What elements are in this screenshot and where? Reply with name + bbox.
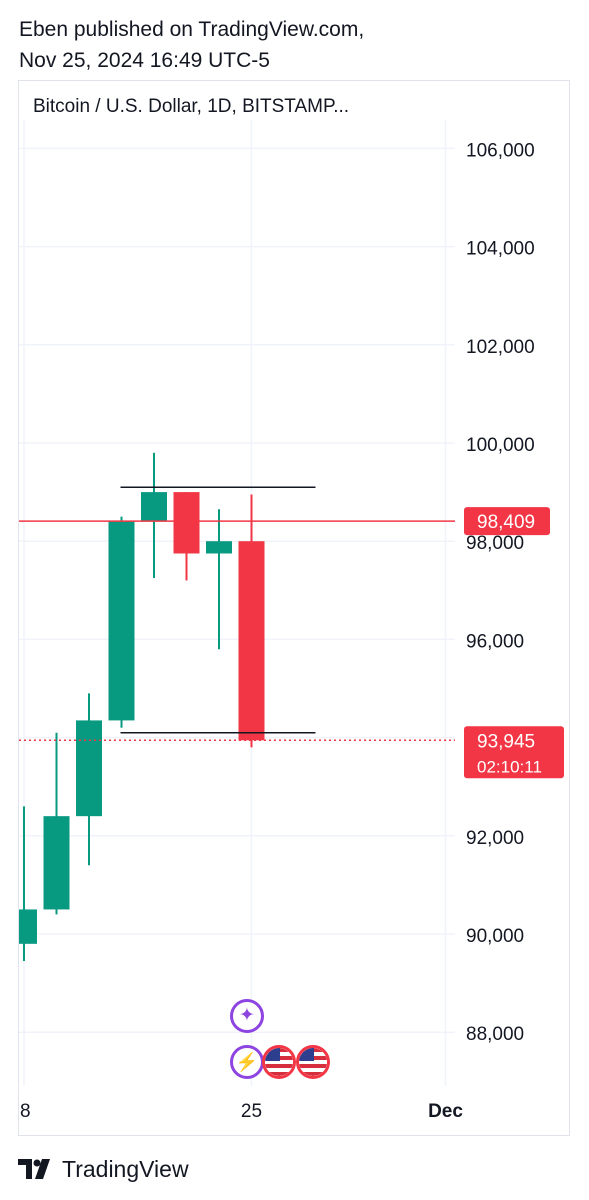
y-tick-label: 102,000 (466, 337, 535, 358)
countdown-label: 02:10:11 (477, 757, 542, 776)
candle-body (19, 909, 37, 944)
candle-body (206, 541, 232, 554)
y-tick-label: 98,000 (466, 533, 524, 554)
x-tick-label: Dec (428, 1101, 463, 1122)
chart-frame (18, 80, 570, 1136)
candle-body (173, 492, 200, 554)
y-tick-label: 106,000 (466, 140, 535, 161)
us-flag-icon (299, 1048, 327, 1076)
candle-body (43, 816, 70, 910)
y-tick-label: 88,000 (466, 1024, 524, 1045)
plot-area (19, 452, 316, 962)
candle-body (141, 492, 167, 522)
price-label-box (464, 507, 550, 536)
us-flag-icon (265, 1048, 293, 1076)
y-tick-label: 104,000 (466, 239, 535, 260)
x-tick-label: 8 (20, 1101, 31, 1122)
candle-body (76, 720, 102, 817)
price-label: 93,945 (477, 731, 535, 752)
y-tick-label: 100,000 (466, 435, 535, 456)
y-tick-label: 92,000 (466, 828, 524, 849)
tradingview-brand: TradingView (62, 1155, 189, 1182)
price-label-box (464, 726, 564, 779)
us-flag-event-icon[interactable] (296, 1045, 330, 1079)
price-label: 98,409 (477, 512, 535, 533)
publisher-info: Eben published on TradingView.com, Nov 2… (19, 14, 364, 76)
y-tick-label: 96,000 (466, 631, 524, 652)
tradingview-logo-icon (18, 1159, 50, 1179)
us-flag-event-icon[interactable] (262, 1045, 296, 1079)
candle-body (108, 521, 135, 721)
publish-date: Nov 25, 2024 16:49 UTC-5 (19, 49, 270, 72)
lightning-event-icon[interactable]: ⚡ (230, 1045, 264, 1079)
sparkle-event-icon[interactable]: ✦ (230, 999, 264, 1033)
publisher-line: Eben published on TradingView.com, (19, 18, 365, 41)
tradingview-footer: TradingView (18, 1153, 189, 1185)
symbol-title[interactable]: Bitcoin / U.S. Dollar, 1D, BITSTAMP... (33, 96, 350, 117)
candle-body (238, 541, 265, 741)
y-tick-label: 90,000 (466, 926, 524, 947)
x-tick-label: 25 (241, 1101, 262, 1122)
